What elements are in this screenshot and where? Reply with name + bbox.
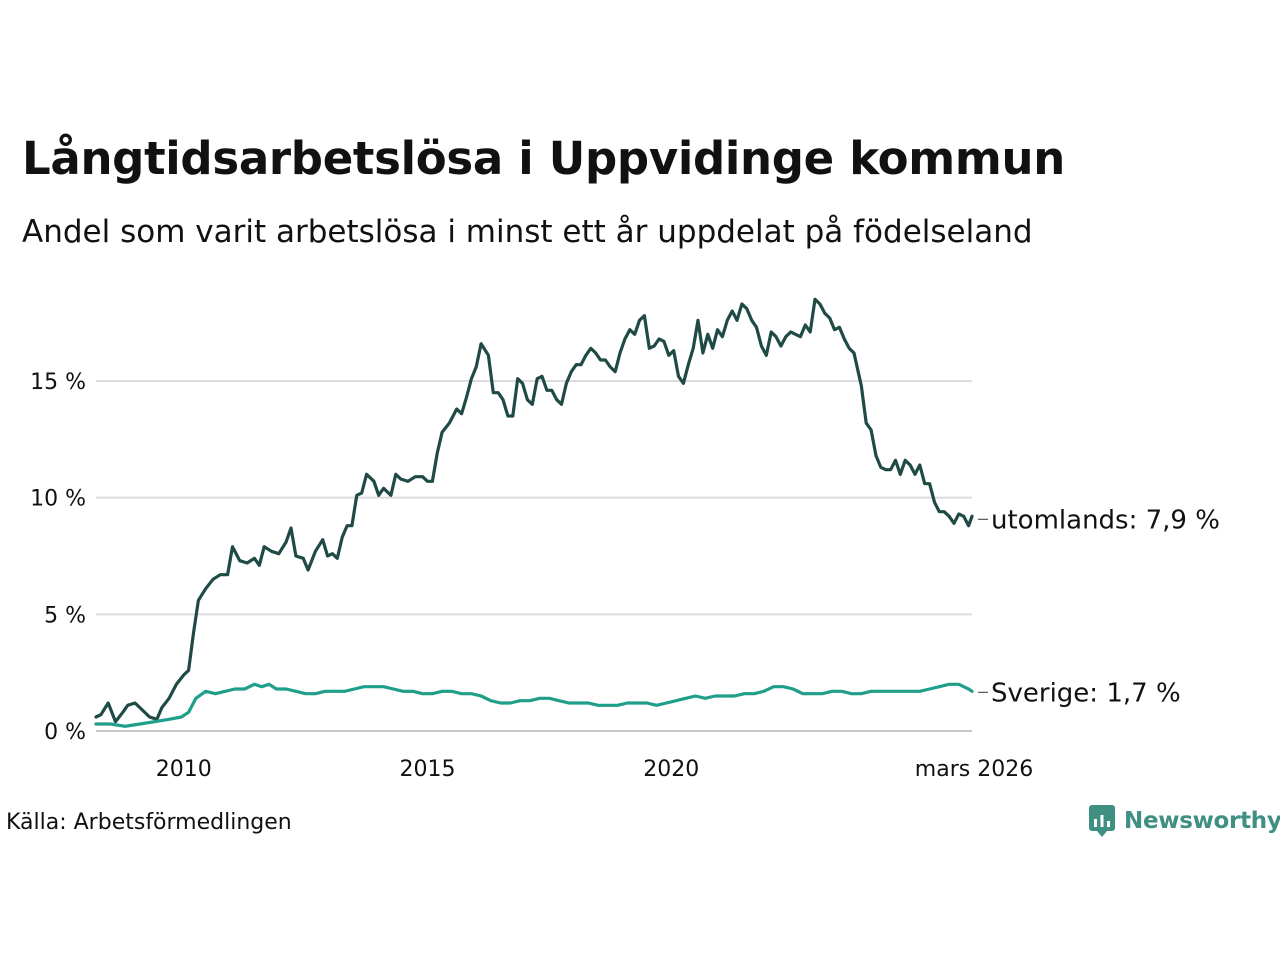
- y-tick-label: 10 %: [30, 487, 86, 512]
- x-axis-ticks: 2010 2015 2020 mars 2026: [156, 757, 1033, 782]
- series-lines: [94, 297, 974, 728]
- y-tick-label: 15 %: [30, 370, 86, 395]
- x-tick-label: mars 2026: [915, 757, 1033, 782]
- series-label-sverige: Sverige: 1,7 %: [991, 678, 1181, 708]
- y-tick-label: 5 %: [44, 603, 86, 628]
- chart-subtitle: Andel som varit arbetslösa i minst ett å…: [22, 214, 1033, 250]
- gridlines: [96, 380, 972, 732]
- y-axis-ticks: 0 % 5 % 10 % 15 %: [30, 370, 86, 745]
- y-tick-label: 0 %: [44, 720, 86, 745]
- series-labels: utomlands: 7,9 % Sverige: 1,7 %: [978, 505, 1220, 708]
- x-tick-label: 2015: [399, 757, 455, 782]
- x-tick-label: 2020: [643, 757, 699, 782]
- x-tick-label: 2010: [156, 757, 212, 782]
- brand-name: Newsworthy: [1124, 808, 1280, 834]
- source-note: Källa: Arbetsförmedlingen: [6, 810, 292, 835]
- series-line-utomlands: [94, 297, 974, 724]
- newsworthy-logo-icon: [1089, 805, 1115, 837]
- newsworthy-logo: Newsworthy: [1088, 804, 1280, 838]
- chart-title: Långtidsarbetslösa i Uppvidinge kommun: [22, 132, 1065, 185]
- series-line-sverige: [94, 682, 974, 728]
- series-label-utomlands: utomlands: 7,9 %: [991, 505, 1220, 535]
